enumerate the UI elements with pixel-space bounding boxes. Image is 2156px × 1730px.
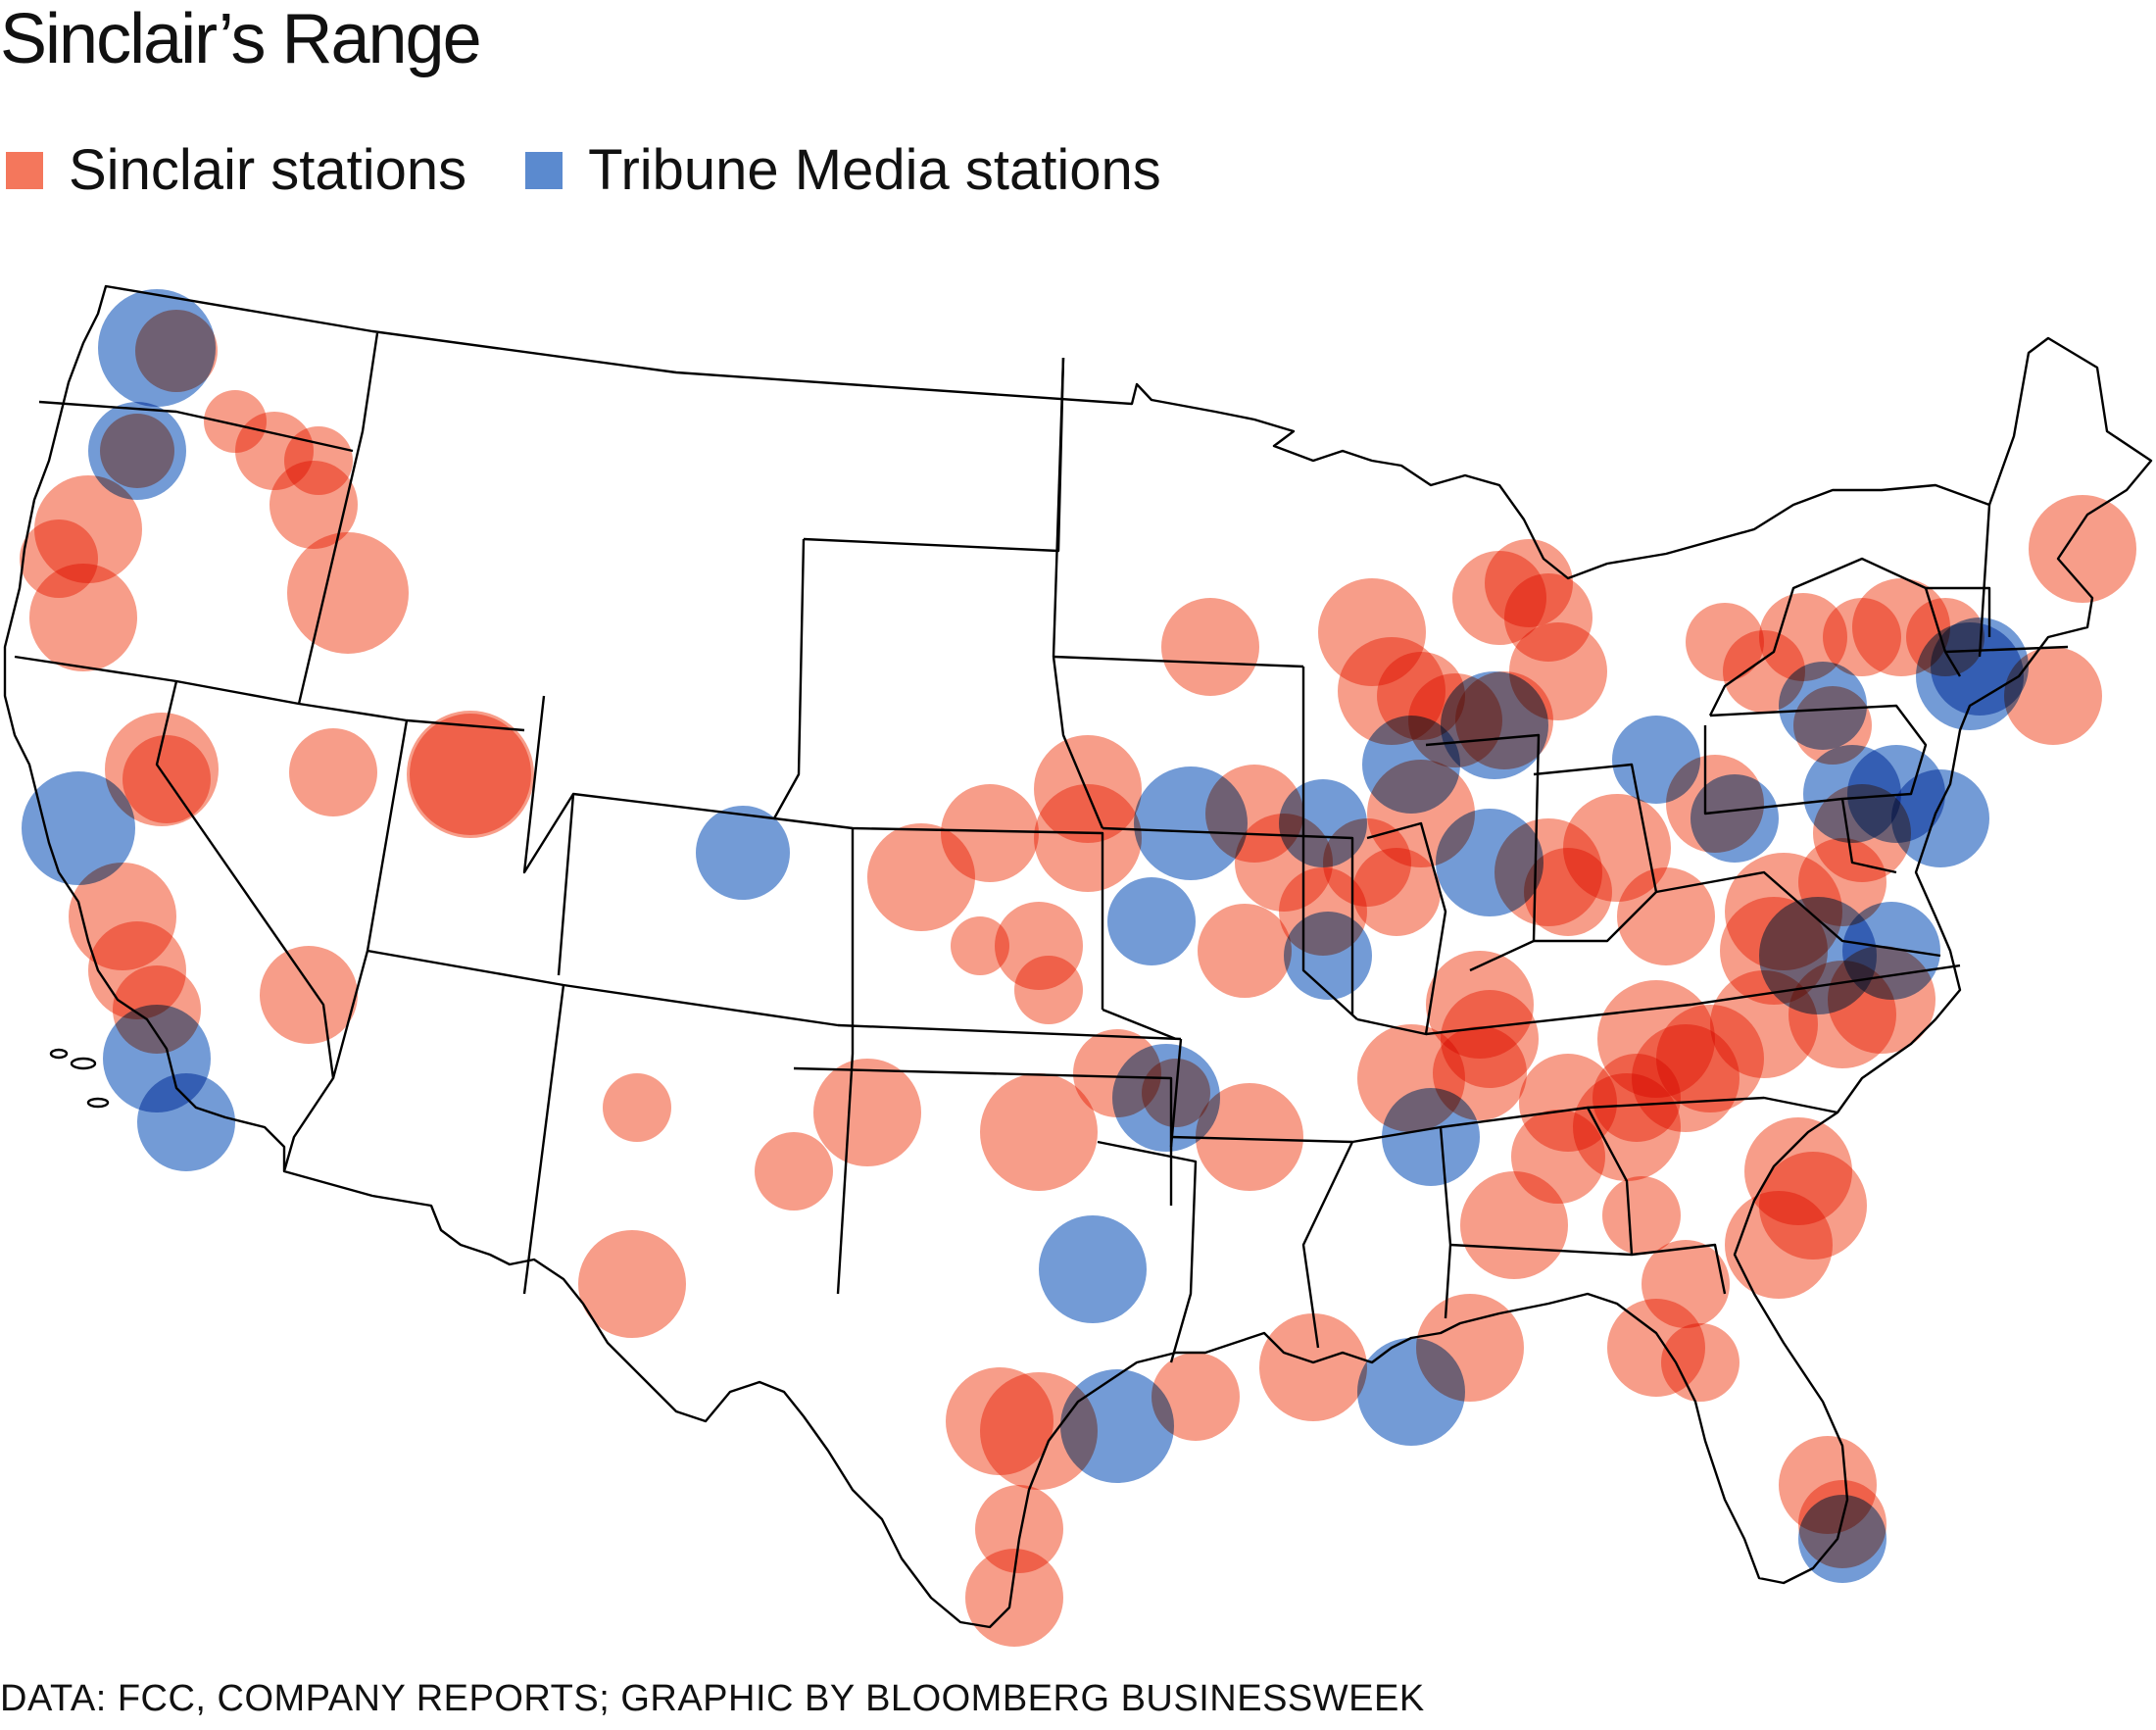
tribune-station-marker bbox=[1891, 769, 1989, 867]
sinclair-station-marker bbox=[1152, 1353, 1240, 1441]
tribune-station-marker bbox=[696, 806, 790, 900]
sinclair-station-marker bbox=[1014, 956, 1083, 1024]
sinclair-station-marker bbox=[1323, 818, 1411, 907]
source-note: DATA: FCC, COMPANY REPORTS; GRAPHIC BY B… bbox=[0, 1678, 1425, 1719]
sinclair-station-marker bbox=[1460, 1171, 1568, 1279]
sinclair-station-marker bbox=[1441, 990, 1539, 1088]
sinclair-swatch bbox=[6, 151, 43, 189]
sinclair-station-marker bbox=[1788, 961, 1896, 1068]
sinclair-station-marker bbox=[1034, 784, 1142, 892]
tribune-station-marker bbox=[1284, 912, 1372, 1000]
sinclair-station-marker bbox=[1416, 1294, 1524, 1402]
sinclair-station-marker bbox=[1759, 593, 1847, 681]
tribune-station-marker bbox=[1107, 877, 1196, 965]
tribune-station-marker bbox=[1798, 1495, 1886, 1583]
us-map bbox=[3, 284, 2153, 1647]
tribune-station-marker bbox=[1690, 774, 1779, 863]
tribune-station-marker bbox=[1060, 1369, 1174, 1483]
station-markers bbox=[20, 289, 2136, 1647]
sinclair-station-marker bbox=[813, 1059, 921, 1166]
sinclair-station-marker bbox=[946, 1367, 1054, 1475]
sinclair-station-marker bbox=[951, 916, 1009, 975]
tribune-swatch bbox=[525, 151, 564, 189]
sinclair-station-marker bbox=[1161, 598, 1259, 696]
sinclair-station-marker bbox=[287, 532, 409, 654]
sinclair-station-marker bbox=[1142, 1059, 1210, 1127]
sinclair-station-marker bbox=[1573, 1073, 1681, 1181]
channel-island bbox=[70, 1057, 97, 1070]
tribune-station-marker bbox=[1931, 618, 2029, 716]
sinclair-station-marker bbox=[980, 1073, 1098, 1191]
tribune-station-marker bbox=[1039, 1215, 1147, 1323]
channel-island bbox=[49, 1048, 69, 1060]
tribune-station-marker bbox=[137, 1073, 235, 1171]
sinclair-station-marker bbox=[1661, 1323, 1740, 1402]
sinclair-station-marker bbox=[122, 735, 211, 823]
sinclair-station-marker bbox=[100, 414, 174, 488]
legend-item-tribune: Tribune Media stations bbox=[525, 137, 1161, 203]
sinclair-station-marker bbox=[260, 946, 358, 1044]
sinclair-station-marker bbox=[1602, 1176, 1681, 1255]
sinclair-station-marker bbox=[1725, 1191, 1833, 1299]
sinclair-station-marker bbox=[941, 784, 1039, 882]
legend: Sinclair stations Tribune Media stations bbox=[6, 137, 1200, 203]
sinclair-station-marker bbox=[1686, 603, 1764, 681]
sinclair-station-marker bbox=[1198, 904, 1292, 998]
sinclair-station-marker bbox=[1357, 1024, 1465, 1132]
tribune-station-marker bbox=[22, 771, 135, 885]
sinclair-station-marker bbox=[29, 564, 137, 671]
sinclair-station-marker bbox=[270, 461, 358, 549]
sinclair-station-marker bbox=[975, 1485, 1063, 1573]
channel-island bbox=[86, 1097, 110, 1109]
sinclair-station-marker bbox=[135, 310, 218, 392]
legend-label-tribune: Tribune Media stations bbox=[588, 138, 1161, 202]
sinclair-station-marker bbox=[1617, 867, 1715, 965]
sinclair-station-marker bbox=[410, 714, 531, 835]
map-title: Sinclair’s Range bbox=[0, 0, 482, 78]
sinclair-station-marker bbox=[603, 1073, 671, 1142]
sinclair-station-marker bbox=[2029, 495, 2136, 603]
sinclair-station-marker bbox=[578, 1230, 686, 1338]
legend-item-sinclair: Sinclair stations bbox=[6, 137, 466, 203]
sinclair-station-marker bbox=[289, 728, 377, 816]
legend-label-sinclair: Sinclair stations bbox=[69, 138, 467, 202]
sinclair-station-marker bbox=[1259, 1313, 1367, 1421]
sinclair-station-marker bbox=[965, 1549, 1063, 1647]
sinclair-station-marker bbox=[1196, 1083, 1303, 1191]
sinclair-station-marker bbox=[2004, 647, 2102, 745]
sinclair-station-marker bbox=[1455, 671, 1553, 769]
sinclair-station-marker bbox=[755, 1132, 833, 1211]
